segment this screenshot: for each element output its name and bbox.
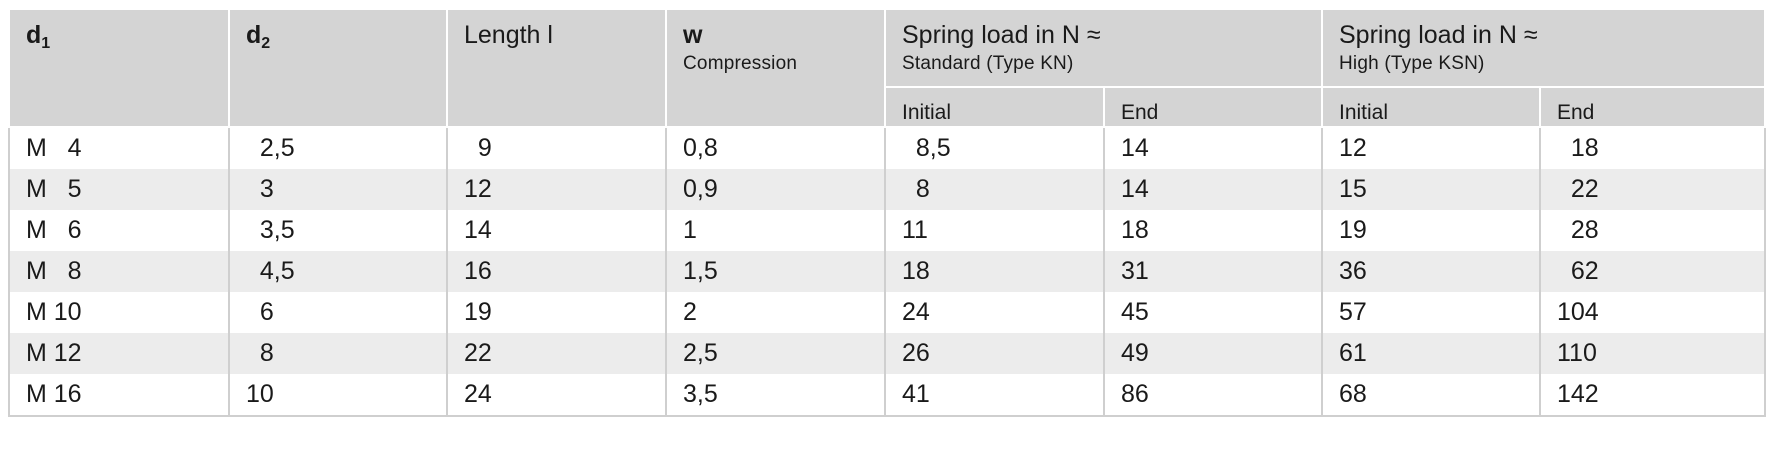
cell-d1: M 12 <box>8 333 230 374</box>
cell-d1: M 5 <box>8 169 230 210</box>
cell-end-std: 14 <box>1103 127 1323 169</box>
cell-d2: 2,5 <box>228 127 448 169</box>
cell-end-std: 31 <box>1103 251 1323 292</box>
cell-d1: M 6 <box>8 210 230 251</box>
cell-end-std: 14 <box>1103 169 1323 210</box>
header-d2: d2 <box>228 8 448 128</box>
cell-end-std: 18 <box>1103 210 1323 251</box>
cell-w: 1 <box>665 210 886 251</box>
cell-w: 2 <box>665 292 886 333</box>
cell-length: 19 <box>446 292 667 333</box>
table-body: M 4 2,5 9 0,8 8,5 14 12 18 M 5 3 12 0,9 8 14 15 … <box>8 127 1766 417</box>
cell-end-high: 28 <box>1539 210 1766 251</box>
header-end-standard: End <box>1103 86 1323 128</box>
cell-length: 14 <box>446 210 667 251</box>
header-length: Length l <box>446 8 667 128</box>
table-row: M 4 2,5 9 0,8 8,5 14 12 18 <box>8 127 1766 169</box>
table-row: M 6 3,5 14 1 11 18 19 28 <box>8 210 1766 251</box>
cell-w: 3,5 <box>665 374 886 417</box>
cell-d2: 10 <box>228 374 448 417</box>
cell-length: 22 <box>446 333 667 374</box>
header-standard-load: Spring load in N ≈ Standard (Type KN) <box>884 8 1323 88</box>
cell-end-std: 49 <box>1103 333 1323 374</box>
table-row: M 5 3 12 0,9 8 14 15 22 <box>8 169 1766 210</box>
table-row: M 16 10 24 3,5 41 86 68 142 <box>8 374 1766 417</box>
cell-d1: M 10 <box>8 292 230 333</box>
cell-d1: M 16 <box>8 374 230 417</box>
cell-initial-high: 61 <box>1321 333 1541 374</box>
cell-length: 16 <box>446 251 667 292</box>
cell-length: 24 <box>446 374 667 417</box>
cell-initial-std: 26 <box>884 333 1105 374</box>
cell-initial-high: 36 <box>1321 251 1541 292</box>
header-initial-high: Initial <box>1321 86 1541 128</box>
cell-initial-high: 19 <box>1321 210 1541 251</box>
cell-d2: 8 <box>228 333 448 374</box>
cell-end-high: 110 <box>1539 333 1766 374</box>
cell-initial-high: 15 <box>1321 169 1541 210</box>
cell-d2: 3 <box>228 169 448 210</box>
cell-initial-high: 57 <box>1321 292 1541 333</box>
cell-initial-std: 18 <box>884 251 1105 292</box>
cell-d2: 3,5 <box>228 210 448 251</box>
cell-initial-std: 11 <box>884 210 1105 251</box>
header-end-high: End <box>1539 86 1766 128</box>
cell-initial-std: 24 <box>884 292 1105 333</box>
cell-end-std: 86 <box>1103 374 1323 417</box>
spring-load-table: d1 d2 Length l w Compression Spring load … <box>8 8 1766 417</box>
cell-w: 2,5 <box>665 333 886 374</box>
table-row: M 8 4,5 16 1,5 18 31 36 62 <box>8 251 1766 292</box>
header-d1: d1 <box>8 8 230 128</box>
cell-initial-high: 12 <box>1321 127 1541 169</box>
cell-end-high: 22 <box>1539 169 1766 210</box>
table-row: M 10 6 19 2 24 45 57 104 <box>8 292 1766 333</box>
cell-end-high: 142 <box>1539 374 1766 417</box>
cell-end-high: 62 <box>1539 251 1766 292</box>
header-initial-standard: Initial <box>884 86 1105 128</box>
cell-initial-std: 8,5 <box>884 127 1105 169</box>
cell-length: 12 <box>446 169 667 210</box>
table-row: M 12 8 22 2,5 26 49 61 110 <box>8 333 1766 374</box>
cell-d2: 4,5 <box>228 251 448 292</box>
cell-w: 0,8 <box>665 127 886 169</box>
header-high-load: Spring load in N ≈ High (Type KSN) <box>1321 8 1766 88</box>
cell-w: 1,5 <box>665 251 886 292</box>
cell-initial-std: 41 <box>884 374 1105 417</box>
cell-initial-std: 8 <box>884 169 1105 210</box>
cell-length: 9 <box>446 127 667 169</box>
cell-end-std: 45 <box>1103 292 1323 333</box>
cell-initial-high: 68 <box>1321 374 1541 417</box>
cell-w: 0,9 <box>665 169 886 210</box>
cell-d1: M 8 <box>8 251 230 292</box>
cell-d2: 6 <box>228 292 448 333</box>
cell-d1: M 4 <box>8 127 230 169</box>
cell-end-high: 104 <box>1539 292 1766 333</box>
header-compression: w Compression <box>665 8 886 128</box>
cell-end-high: 18 <box>1539 127 1766 169</box>
